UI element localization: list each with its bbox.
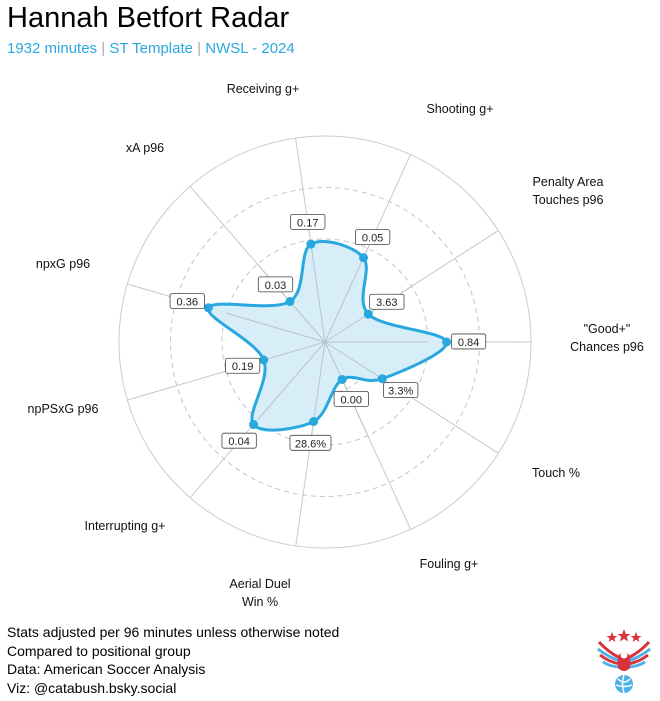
value-label: 0.00 bbox=[341, 394, 362, 406]
axis-label: Receiving g+ bbox=[227, 82, 300, 96]
axis-label-line: Win % bbox=[242, 595, 278, 609]
footer-line: Data: American Soccer Analysis bbox=[7, 661, 206, 677]
value-label-box bbox=[355, 229, 391, 246]
axis-label-line: npxG p96 bbox=[36, 257, 90, 271]
league-season: NWSL - 2024 bbox=[205, 40, 295, 57]
footer-line: Stats adjusted per 96 minutes unless oth… bbox=[7, 624, 340, 640]
axis-spoke-inner bbox=[324, 341, 369, 436]
axis-label: Shooting g+ bbox=[426, 102, 493, 116]
axis-spoke-inner bbox=[309, 239, 326, 343]
data-point bbox=[337, 374, 347, 384]
axis-spoke-inner bbox=[309, 341, 326, 445]
axis-label: npxG p96 bbox=[36, 257, 90, 271]
minutes: 1932 minutes bbox=[7, 40, 98, 57]
data-point bbox=[249, 420, 259, 430]
axis-spoke-inner bbox=[226, 312, 326, 343]
axis-label: Penalty Area Touches p96 bbox=[533, 175, 604, 207]
footer-line: Viz: @catabush.bsky.social bbox=[7, 679, 177, 696]
value-label: 0.04 bbox=[228, 436, 249, 448]
data-point bbox=[285, 297, 295, 307]
value-label: 28.6% bbox=[295, 438, 326, 450]
axis-label: xA p96 bbox=[126, 141, 164, 155]
data-point bbox=[203, 303, 213, 313]
axis-label-line: Receiving g+ bbox=[227, 82, 300, 96]
axis-spoke-inner bbox=[257, 341, 326, 421]
axis-label: Aerial Duel Win % bbox=[229, 577, 290, 609]
footer-line: Compared to positional group bbox=[7, 642, 191, 659]
axis-label: "Good+" Chances p96 bbox=[570, 322, 644, 354]
data-point bbox=[259, 355, 269, 365]
axis-label-line: xA p96 bbox=[126, 141, 164, 155]
value-label: 0.03 bbox=[265, 280, 286, 292]
value-label: 0.17 bbox=[297, 217, 318, 229]
value-label-box bbox=[450, 333, 487, 350]
axis-label-line: Chances p96 bbox=[570, 340, 644, 354]
eagle-soccer-logo bbox=[597, 629, 651, 694]
data-point bbox=[358, 253, 368, 263]
value-label: 0.19 bbox=[232, 361, 253, 373]
axis-label-line: Interrupting g+ bbox=[85, 519, 166, 533]
value-label-box bbox=[257, 276, 294, 293]
axis-label: Fouling g+ bbox=[420, 557, 479, 571]
subtitle: 1932 minutes | ST Template | NWSL - 2024 bbox=[7, 40, 295, 57]
value-label-box bbox=[221, 432, 257, 449]
value-label-box bbox=[225, 357, 261, 374]
axis-label-line: Touches p96 bbox=[533, 193, 604, 207]
axis-label: Touch % bbox=[532, 466, 580, 480]
data-point bbox=[377, 374, 387, 384]
template: ST Template bbox=[109, 40, 193, 57]
value-label-box bbox=[333, 391, 369, 407]
data-point bbox=[309, 417, 319, 427]
axis-spoke-inner bbox=[324, 248, 369, 343]
data-point bbox=[306, 239, 316, 249]
axis-label: Interrupting g+ bbox=[85, 519, 166, 533]
axis-label-line: "Good+" bbox=[584, 322, 631, 336]
value-label-box bbox=[290, 213, 326, 230]
value-label: 3.63 bbox=[376, 297, 397, 309]
value-label-box bbox=[383, 382, 419, 399]
axis-label-line: npPSxG p96 bbox=[28, 402, 99, 416]
value-label: 0.05 bbox=[362, 233, 383, 245]
page-title: Hannah Betfort Radar bbox=[7, 2, 290, 34]
value-label: 0.36 bbox=[177, 297, 198, 309]
value-label-box bbox=[289, 434, 332, 451]
value-label: 0.84 bbox=[458, 337, 479, 349]
axis-label-line: Fouling g+ bbox=[420, 557, 479, 571]
value-label-box bbox=[369, 293, 405, 310]
value-label: 3.3% bbox=[388, 386, 413, 398]
axis-label-line: Penalty Area bbox=[533, 175, 604, 189]
data-point bbox=[363, 309, 373, 319]
axis-label: npPSxG p96 bbox=[28, 402, 99, 416]
axis-label-line: Aerial Duel bbox=[229, 577, 290, 591]
axis-label-line: Touch % bbox=[532, 466, 580, 480]
footer-notes: Stats adjusted per 96 minutes unless oth… bbox=[7, 623, 339, 697]
axis-label-line: Shooting g+ bbox=[426, 102, 493, 116]
value-label-box bbox=[169, 293, 205, 310]
data-point bbox=[442, 337, 452, 347]
